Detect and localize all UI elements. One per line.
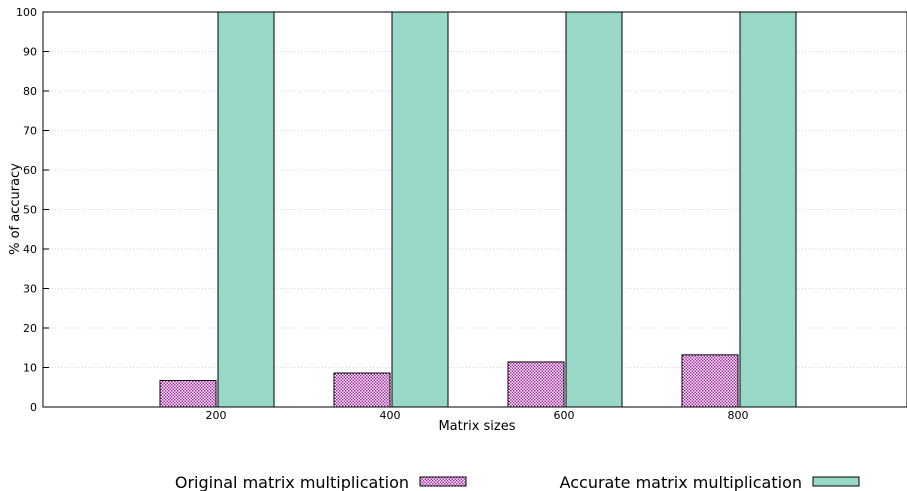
legend-label-accurate: Accurate matrix multiplication: [560, 473, 802, 491]
gridlines: [43, 51, 907, 368]
y-tick-label: 10: [23, 362, 37, 375]
legend: Original matrix multiplication Accurate …: [175, 473, 860, 491]
y-tick-label: 70: [23, 125, 37, 138]
y-tick-label: 50: [23, 204, 37, 217]
x-axis-title: Matrix sizes: [438, 419, 515, 434]
x-tick-label: 200: [206, 409, 227, 422]
x-axis: 200 400 600 800: [206, 401, 749, 422]
bar-accurate: [739, 11, 797, 408]
y-tick-label: 30: [23, 283, 37, 296]
legend-label-original: Original matrix multiplication: [175, 473, 409, 491]
y-tick-label: 0: [30, 401, 37, 414]
legend-swatch-original: [419, 476, 467, 487]
y-tick-label: 40: [23, 243, 37, 256]
bars: [159, 11, 797, 408]
x-tick-label: 400: [380, 409, 401, 422]
y-tick-label: 100: [16, 6, 37, 19]
y-tick-label: 80: [23, 85, 37, 98]
bar-accurate: [565, 11, 623, 408]
bar-original: [681, 354, 739, 408]
bar-accurate: [217, 11, 275, 408]
y-tick-label: 90: [23, 46, 37, 59]
x-tick-label: 800: [728, 409, 749, 422]
y-axis: 0 10 20 30 40 50 60 70 80 90 100: [16, 6, 49, 414]
y-tick-label: 20: [23, 322, 37, 335]
y-tick-label: 60: [23, 164, 37, 177]
bar-original: [159, 380, 217, 408]
bar-original: [507, 361, 565, 408]
x-tick-label: 600: [554, 409, 575, 422]
bar-accurate: [391, 11, 449, 408]
y-axis-title: % of accuracy: [8, 163, 23, 255]
bar-original: [333, 372, 391, 408]
legend-swatch-accurate: [812, 476, 860, 487]
